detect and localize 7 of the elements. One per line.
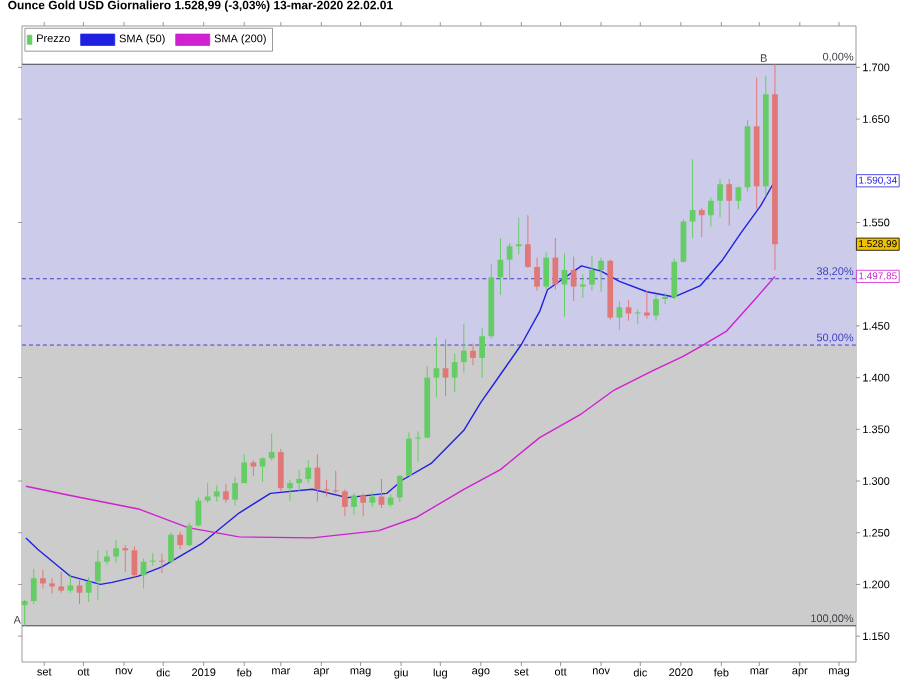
line-series [25, 180, 776, 586]
candlestick [85, 576, 92, 603]
candlestick [735, 185, 742, 210]
candlestick [67, 573, 74, 594]
candlestick [213, 484, 220, 503]
line-series [25, 275, 776, 539]
candlestick [451, 353, 458, 393]
